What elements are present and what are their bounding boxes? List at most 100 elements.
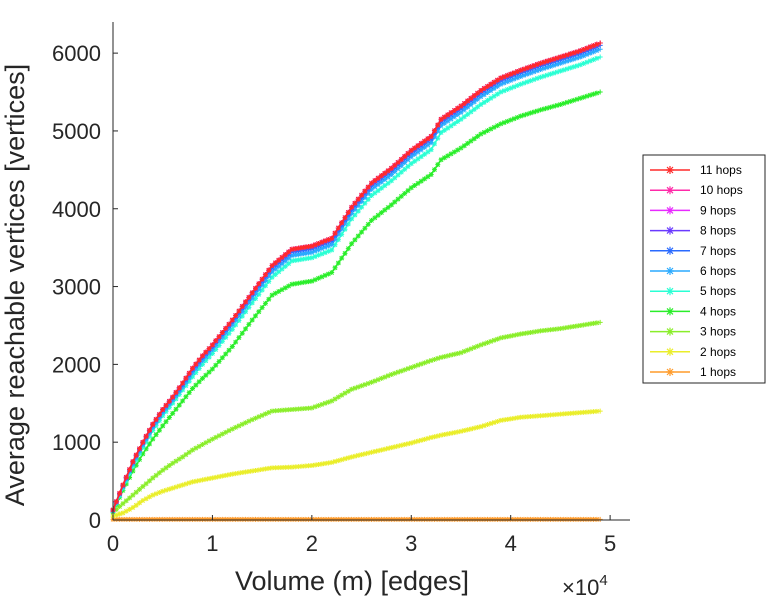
data-point — [574, 323, 580, 329]
data-point — [415, 143, 421, 149]
data-point — [448, 151, 454, 157]
data-point — [282, 263, 288, 269]
data-point — [508, 71, 514, 77]
data-point — [471, 516, 477, 522]
legend-marker-icon — [666, 166, 674, 174]
data-point — [428, 435, 434, 441]
data-point — [236, 313, 242, 319]
data-point — [538, 516, 544, 522]
data-point — [123, 481, 129, 487]
data-point — [339, 392, 345, 398]
data-point — [514, 83, 520, 89]
data-point — [256, 414, 262, 420]
data-point — [538, 328, 544, 334]
data-point — [269, 269, 275, 275]
data-point — [233, 322, 239, 328]
data-point — [236, 423, 242, 429]
data-point — [418, 361, 424, 367]
data-point — [435, 162, 441, 168]
data-point — [279, 287, 285, 293]
data-point — [213, 338, 219, 344]
data-point — [554, 411, 560, 417]
series-line — [112, 91, 601, 512]
data-point — [445, 153, 451, 159]
data-point — [226, 428, 232, 434]
legend-label: 2 hops — [700, 345, 736, 359]
data-point — [193, 478, 199, 484]
x-tick-label: 2 — [306, 531, 318, 556]
data-point — [226, 326, 232, 332]
data-point — [206, 354, 212, 360]
data-point — [243, 516, 249, 522]
data-point — [591, 49, 597, 55]
data-point — [425, 149, 431, 155]
x-ticks: 0 1 2 3 4 5 — [107, 515, 616, 556]
data-point — [378, 185, 384, 191]
data-point — [209, 342, 215, 348]
data-point — [468, 346, 474, 352]
data-point — [292, 464, 298, 470]
data-point — [329, 247, 335, 253]
data-point — [140, 445, 146, 451]
data-point — [272, 272, 278, 278]
data-point — [156, 490, 162, 496]
data-point — [223, 325, 229, 331]
data-point — [183, 516, 189, 522]
legend-marker-icon — [666, 368, 674, 376]
data-point — [306, 250, 312, 256]
data-point — [395, 369, 401, 375]
data-point — [468, 516, 474, 522]
data-point — [498, 89, 504, 95]
data-point — [587, 321, 593, 327]
data-point — [166, 516, 172, 522]
data-point — [153, 516, 159, 522]
data-point — [451, 149, 457, 155]
data-point — [468, 109, 474, 115]
data-point — [365, 450, 371, 456]
data-point — [385, 373, 391, 379]
data-point — [581, 53, 587, 59]
data-point — [176, 483, 182, 489]
data-point — [488, 516, 494, 522]
data-point — [176, 391, 182, 397]
data-point — [451, 351, 457, 357]
y-tick-label: 3000 — [52, 275, 101, 300]
data-point — [412, 151, 418, 157]
data-point — [561, 59, 567, 65]
data-point — [127, 474, 133, 480]
data-point — [541, 328, 547, 334]
legend-label: 11 hops — [700, 163, 742, 177]
data-point — [325, 243, 331, 249]
data-point — [359, 192, 365, 198]
data-point — [478, 94, 484, 100]
data-point — [137, 486, 143, 492]
data-point — [587, 516, 593, 522]
data-point — [359, 383, 365, 389]
data-point — [514, 332, 520, 338]
data-point — [557, 411, 563, 417]
data-point — [193, 382, 199, 388]
x-tick-label: 0 — [107, 531, 119, 556]
data-point — [471, 345, 477, 351]
data-point — [180, 482, 186, 488]
data-point — [160, 516, 166, 522]
data-point — [445, 353, 451, 359]
data-point — [468, 426, 474, 432]
data-point — [355, 196, 361, 202]
data-point — [422, 360, 428, 366]
data-point — [465, 111, 471, 117]
series-line — [112, 410, 601, 517]
data-point — [289, 407, 295, 413]
data-point — [137, 451, 143, 457]
data-point — [372, 516, 378, 522]
data-point — [591, 409, 597, 415]
data-point — [418, 516, 424, 522]
data-point — [538, 107, 544, 113]
data-point — [130, 468, 136, 474]
data-point — [448, 516, 454, 522]
data-point — [226, 472, 232, 478]
data-point — [508, 85, 514, 91]
data-point — [518, 73, 524, 79]
data-point — [246, 294, 252, 300]
